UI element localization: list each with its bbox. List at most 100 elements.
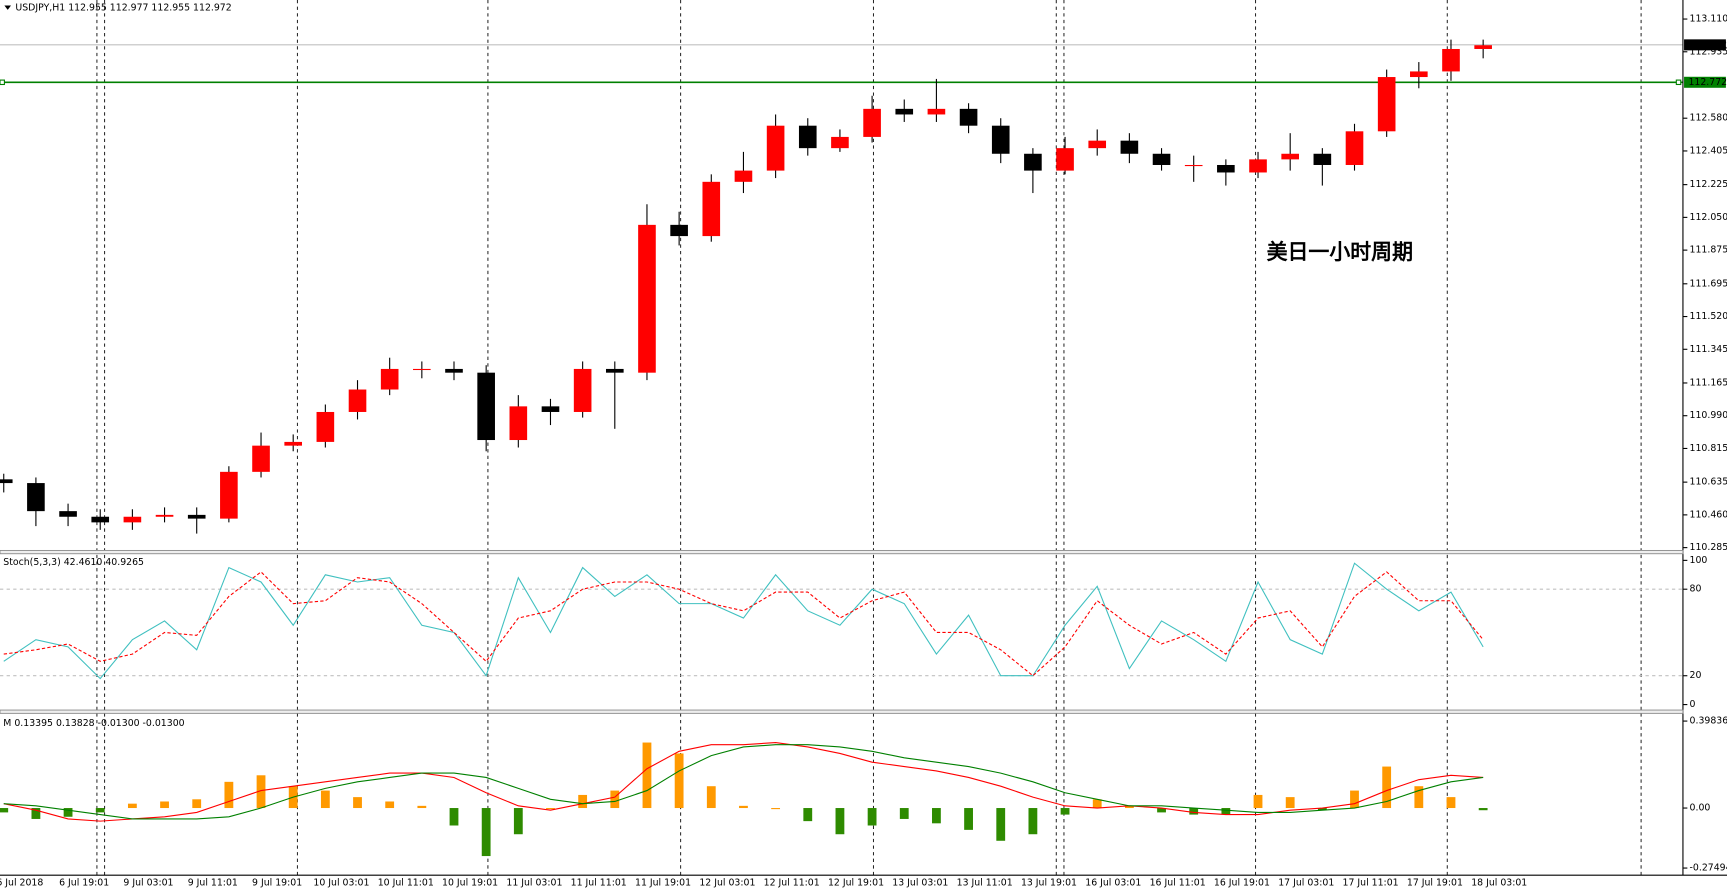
candle-body bbox=[1184, 164, 1203, 167]
candle-body bbox=[670, 224, 688, 237]
histogram-bar bbox=[1060, 808, 1070, 815]
candle-body bbox=[316, 411, 335, 442]
y-tick-label: 111.695 bbox=[1690, 278, 1727, 289]
candle-body bbox=[702, 181, 721, 237]
histogram-bar bbox=[1478, 808, 1488, 811]
histogram-bar bbox=[996, 808, 1006, 841]
histogram-bar bbox=[1317, 808, 1327, 811]
histogram-bar bbox=[192, 799, 202, 809]
candle-body bbox=[252, 445, 270, 472]
histogram-bar bbox=[803, 808, 813, 822]
histogram-bar bbox=[1382, 766, 1392, 809]
histogram-bar bbox=[964, 808, 973, 830]
y-tick-label: 0.39836 bbox=[1690, 716, 1727, 727]
histogram-bar bbox=[771, 808, 781, 810]
histogram-bar bbox=[1157, 808, 1166, 813]
line-handle bbox=[1675, 79, 1682, 86]
y-tick-label: 0.00 bbox=[1690, 803, 1711, 814]
x-tick-label: 13 Jul 11:01 bbox=[957, 877, 1013, 888]
candle-body bbox=[734, 170, 753, 182]
x-tick-label: 11 Jul 19:01 bbox=[635, 877, 691, 888]
candle-body bbox=[895, 108, 914, 115]
candle-body bbox=[1249, 159, 1267, 173]
candle-body bbox=[959, 108, 978, 126]
stochastic-panel: 100 80 20 0 Stoch(5,3,3) 42.4610 40.9265 bbox=[0, 555, 1707, 710]
candle-body bbox=[863, 108, 881, 137]
candle-body bbox=[1345, 131, 1364, 165]
candle-body bbox=[284, 441, 303, 446]
y-tick-label: 112.405 bbox=[1690, 145, 1727, 156]
y-tick-label: 112.050 bbox=[1690, 212, 1727, 223]
x-tick-label: 6 Jul 19:01 bbox=[59, 877, 109, 888]
candle-body bbox=[1377, 77, 1396, 132]
histogram-bar bbox=[417, 805, 427, 809]
price-tag-label: 112.772 bbox=[1688, 77, 1727, 88]
x-tick-label: 10 Jul 11:01 bbox=[378, 877, 434, 888]
candle-body bbox=[766, 125, 785, 171]
price-panel: 113.110 112.935 112.580 112.405 112.225 112.0… bbox=[0, 14, 1727, 553]
price-tag-label: 112.972 bbox=[1688, 39, 1727, 50]
histogram-bar bbox=[1414, 786, 1424, 809]
x-tick-label: 11 Jul 11:01 bbox=[571, 877, 627, 888]
line-handle bbox=[0, 79, 5, 86]
x-tick-label: 12 Jul 03:01 bbox=[699, 877, 755, 888]
histogram-bar bbox=[739, 805, 748, 809]
x-tick-label: 9 Jul 03:01 bbox=[123, 877, 173, 888]
macd-panel: 0.39836 0.00 -0.27494 M 0.13395 0.13828 -0.… bbox=[0, 716, 1727, 874]
y-tick-label: 112.225 bbox=[1690, 179, 1727, 190]
histogram-bar bbox=[932, 808, 941, 824]
histogram-bar bbox=[481, 808, 491, 857]
histogram-bar bbox=[513, 808, 523, 835]
histogram-bar bbox=[642, 742, 652, 809]
y-tick-label: 110.460 bbox=[1690, 509, 1727, 520]
histogram-bar bbox=[449, 808, 459, 826]
candle-body bbox=[509, 406, 528, 441]
indicator-label: M 0.13395 0.13828 -0.01300 -0.01300 bbox=[3, 718, 184, 729]
stoch-line bbox=[3, 571, 1484, 677]
x-tick-label: 13 Jul 19:01 bbox=[1021, 877, 1077, 888]
histogram-bar bbox=[1221, 808, 1231, 815]
annotation: 美日一小时周期 bbox=[1267, 240, 1413, 264]
x-tick-label: 6 Jul 2018 bbox=[0, 877, 43, 888]
candle-body bbox=[991, 125, 1010, 154]
histogram-bar bbox=[385, 801, 395, 809]
collapse-icon[interactable] bbox=[4, 5, 12, 10]
candle-body bbox=[1152, 153, 1171, 165]
histogram-bar bbox=[1446, 797, 1456, 809]
candle-body bbox=[348, 389, 367, 412]
x-tick-label: 17 Jul 11:01 bbox=[1343, 877, 1399, 888]
y-tick-label: 112.935 bbox=[1690, 46, 1727, 57]
y-tick-label: 110.990 bbox=[1690, 410, 1727, 421]
histogram-bar bbox=[127, 803, 137, 809]
y-tick-label: 113.110 bbox=[1690, 14, 1727, 25]
histogram-bar bbox=[95, 808, 105, 813]
panel-splitter bbox=[0, 709, 1684, 714]
candle-body bbox=[541, 406, 560, 412]
macd-line bbox=[3, 741, 1484, 822]
histogram-bar bbox=[1124, 805, 1134, 809]
y-tick-label: 111.520 bbox=[1690, 311, 1727, 322]
y-tick-label: 110.285 bbox=[1690, 542, 1727, 553]
candle-body bbox=[1120, 140, 1139, 154]
candle-body bbox=[1217, 164, 1235, 173]
histogram-bar bbox=[1350, 790, 1359, 809]
y-tick-label: 100 bbox=[1690, 555, 1708, 566]
histogram-bar bbox=[224, 781, 234, 809]
candle-body bbox=[155, 514, 174, 517]
histogram-bar bbox=[1028, 808, 1038, 835]
candle-body bbox=[27, 483, 45, 512]
price-tag bbox=[1684, 76, 1726, 88]
candle-body bbox=[91, 516, 110, 523]
histogram-bar bbox=[674, 753, 684, 809]
y-tick-label: 0 bbox=[1690, 699, 1696, 710]
price-tag bbox=[1684, 39, 1726, 51]
x-tick-label: 16 Jul 03:01 bbox=[1085, 877, 1141, 888]
candle-body bbox=[1088, 140, 1107, 149]
x-tick-label: 9 Jul 19:01 bbox=[252, 877, 302, 888]
candle-body bbox=[1410, 71, 1428, 78]
candle-body bbox=[0, 479, 13, 484]
x-tick-label: 12 Jul 19:01 bbox=[828, 877, 884, 888]
x-tick-label: 17 Jul 03:01 bbox=[1278, 877, 1334, 888]
histogram-bar bbox=[1092, 799, 1102, 809]
chart-header: USDJPY,H1 112.955 112.977 112.955 112.97… bbox=[15, 3, 231, 14]
